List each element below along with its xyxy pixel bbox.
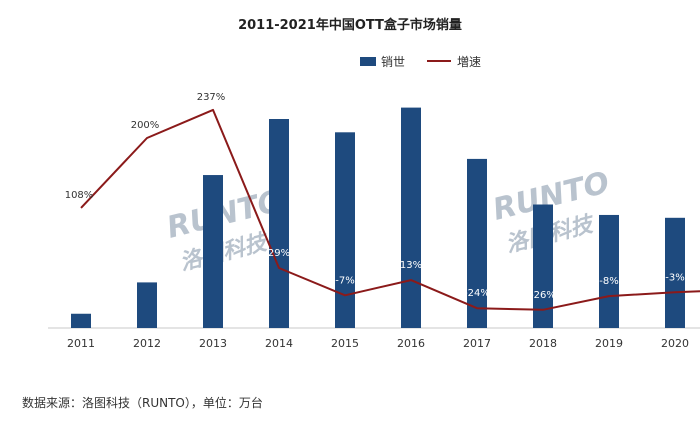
- data-label-2015: -7%: [335, 275, 354, 286]
- data-label-2013: 237%: [197, 92, 226, 103]
- x-tick-2011: 2011: [67, 337, 95, 350]
- legend-item-growth: 増速: [427, 53, 481, 70]
- x-tick-2015: 2015: [331, 337, 359, 350]
- watermark-runto-1: RUNTO: [163, 183, 286, 246]
- data-label-2020: -3%: [665, 272, 684, 283]
- bar-2016: [401, 107, 421, 328]
- data-label-2014: 29%: [268, 248, 290, 259]
- bar-2014: [269, 119, 289, 328]
- bar-2020: [665, 217, 685, 328]
- x-tick-2019: 2019: [595, 337, 623, 350]
- bar-2017: [467, 158, 487, 328]
- legend-label-growth: 増速: [457, 54, 482, 69]
- bar-2018: [533, 204, 553, 328]
- growth-line: [80, 108, 700, 311]
- legend-swatch-growth: [427, 60, 452, 62]
- legend-swatch-sales: [360, 56, 376, 66]
- data-label-2012: 200%: [131, 120, 160, 131]
- x-tick-2014: 2014: [265, 337, 293, 350]
- bar-2019: [599, 214, 619, 328]
- source-note: 数据来源：洛图科技（RUNTO），单位：万台: [22, 396, 263, 410]
- x-tick-2016: 2016: [397, 337, 425, 350]
- data-label-2018: -26%: [530, 290, 556, 301]
- chart-legend: 销世 増速: [360, 53, 503, 70]
- chart-title: 2011-2021年中国OTT盒子市场销量: [238, 18, 462, 33]
- x-tick-2020: 2020: [661, 337, 689, 350]
- bar-2013: [203, 175, 223, 328]
- data-label-2011: 108%: [65, 190, 94, 201]
- x-tick-2013: 2013: [199, 337, 227, 350]
- bar-2012: [137, 282, 157, 328]
- x-tick-2018: 2018: [529, 337, 557, 350]
- data-label-2019: -8%: [599, 276, 618, 287]
- legend-label-sales: 销世: [381, 54, 406, 69]
- data-label-2017: -24%: [464, 288, 490, 299]
- bar-2011: [71, 313, 91, 328]
- bar-2015: [335, 132, 355, 328]
- x-tick-2012: 2012: [133, 337, 161, 350]
- legend-item-sales: 销世: [360, 53, 405, 70]
- data-label-2016: 13%: [400, 260, 422, 271]
- x-tick-2017: 2017: [463, 337, 491, 350]
